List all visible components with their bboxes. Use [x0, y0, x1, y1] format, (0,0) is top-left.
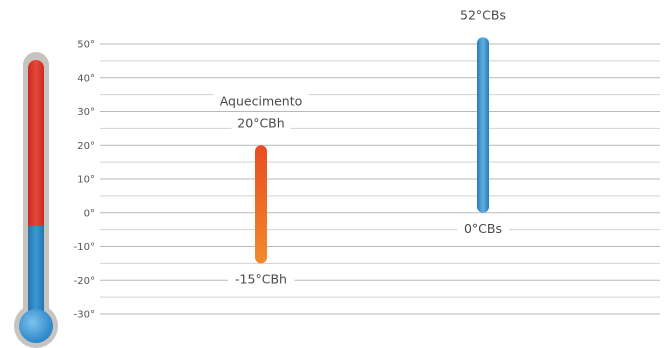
y-axis-tick-labels: 50° 40° 30° 20° 10° 0° -10° -20° -30° — [74, 40, 95, 321]
range-bars — [255, 37, 489, 264]
bar-labels: Aquecimento20°CBh-15°CBhArrefecimento52°… — [220, 0, 528, 286]
y-tick-label: 10° — [77, 175, 95, 186]
range-bar-arrefecimento — [477, 37, 489, 213]
thermometer-tube-red — [28, 60, 44, 232]
y-tick-label: 20° — [77, 141, 95, 152]
y-tick-label: -20° — [74, 276, 95, 287]
y-tick-label: 30° — [77, 107, 95, 118]
range-bar-aquecimento — [255, 145, 267, 264]
thermometer-tube-blue — [28, 226, 44, 326]
grid-lines — [100, 43, 660, 315]
series-min-label-0: -15°CBh — [235, 271, 287, 286]
series-max-label-1: 52°CBs — [460, 7, 506, 22]
y-tick-label: -10° — [74, 242, 95, 253]
series-name-0: Aquecimento — [220, 93, 303, 108]
series-max-label-0: 20°CBh — [237, 115, 284, 130]
y-tick-label: 40° — [77, 73, 95, 84]
series-min-label-1: 0°CBs — [464, 221, 502, 236]
thermometer-icon — [14, 52, 58, 348]
y-tick-label: -30° — [74, 310, 95, 321]
y-tick-label: 0° — [84, 208, 95, 219]
thermometer-bulb — [19, 309, 53, 343]
y-tick-label: 50° — [77, 40, 95, 51]
